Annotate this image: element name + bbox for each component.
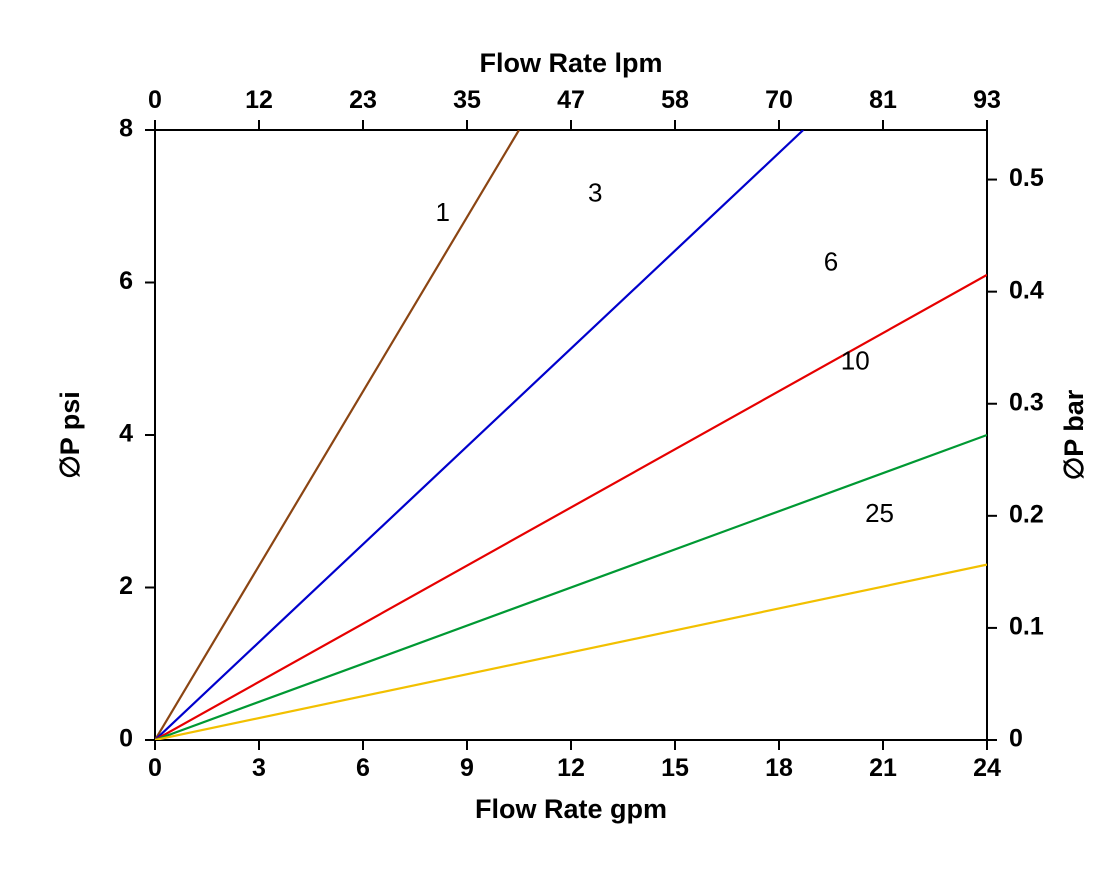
x-top-tick-12: 12 [245, 86, 273, 114]
x-bottom-tick-9: 9 [460, 754, 474, 782]
x-top-tick-23: 23 [349, 86, 377, 114]
x-bottom-tick-24: 24 [973, 754, 1001, 782]
pressure-flow-chart: 1361025 03691215182124012233547587081930… [0, 0, 1120, 886]
y-left-tick-2: 2 [119, 572, 133, 600]
series-lines [155, 130, 987, 740]
y-left-tick-6: 6 [119, 267, 133, 295]
x-bottom-tick-18: 18 [765, 754, 793, 782]
series-label-3: 3 [588, 178, 602, 208]
x-bottom-tick-21: 21 [869, 754, 897, 782]
x-bottom-tick-0: 0 [148, 754, 162, 782]
series-label-10: 10 [841, 345, 870, 375]
x-top-tick-58: 58 [661, 86, 689, 114]
y-right-tick-0: 0 [1009, 725, 1023, 753]
y-right-tick-0.2: 0.2 [1009, 500, 1044, 528]
series-label-25: 25 [865, 498, 894, 528]
y-right-tick-0.1: 0.1 [1009, 613, 1044, 641]
x-top-tick-70: 70 [765, 86, 793, 114]
axis-title-bottom: Flow Rate gpm [475, 794, 667, 824]
series-line-25 [155, 565, 987, 740]
y-right-tick-0.3: 0.3 [1009, 388, 1044, 416]
y-left-tick-4: 4 [119, 420, 133, 448]
series-line-3 [155, 130, 803, 740]
y-right-tick-0.4: 0.4 [1009, 276, 1044, 304]
tick-labels: 03691215182124012233547587081930246800.1… [119, 86, 1044, 782]
x-top-tick-93: 93 [973, 86, 1001, 114]
series-line-1 [155, 130, 519, 740]
x-top-tick-47: 47 [557, 86, 585, 114]
axes [145, 120, 997, 750]
x-top-tick-35: 35 [453, 86, 481, 114]
y-left-tick-8: 8 [119, 115, 133, 143]
series-label-6: 6 [824, 246, 838, 276]
axis-titles: Flow Rate lpm Flow Rate gpm ∅P psi ∅P bar [55, 48, 1089, 824]
axis-title-right: ∅P bar [1059, 389, 1089, 480]
series-label-1: 1 [435, 197, 449, 227]
series-labels: 1 3 6 10 25 [435, 178, 893, 528]
series-line-10 [155, 435, 987, 740]
x-bottom-tick-12: 12 [557, 754, 585, 782]
x-bottom-tick-6: 6 [356, 754, 370, 782]
y-right-tick-0.5: 0.5 [1009, 164, 1044, 192]
y-left-tick-0: 0 [119, 725, 133, 753]
x-bottom-tick-15: 15 [661, 754, 689, 782]
axis-title-top: Flow Rate lpm [479, 48, 662, 78]
x-top-tick-81: 81 [869, 86, 897, 114]
x-bottom-tick-3: 3 [252, 754, 266, 782]
axis-title-left: ∅P psi [55, 391, 85, 479]
x-top-tick-0: 0 [148, 86, 162, 114]
chart-container: 1361025 03691215182124012233547587081930… [0, 0, 1120, 886]
